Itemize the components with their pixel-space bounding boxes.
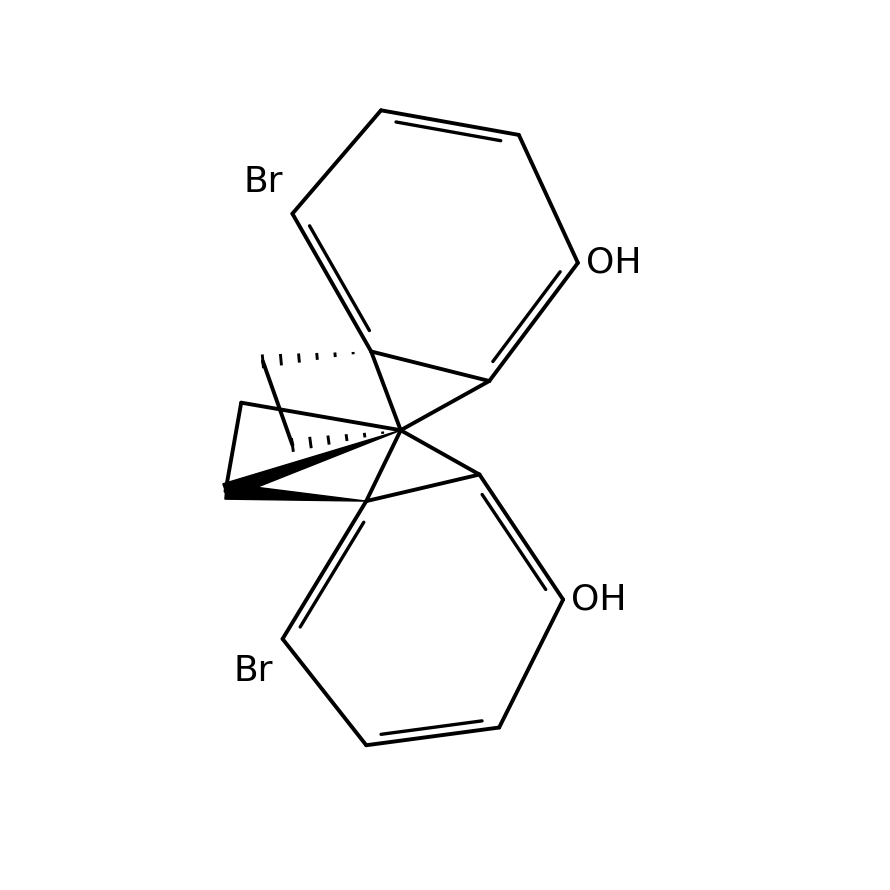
Text: OH: OH: [586, 246, 642, 279]
Text: OH: OH: [571, 583, 627, 617]
Text: Br: Br: [243, 165, 282, 198]
Text: Br: Br: [233, 653, 272, 688]
Polygon shape: [225, 483, 367, 501]
Polygon shape: [222, 430, 400, 498]
